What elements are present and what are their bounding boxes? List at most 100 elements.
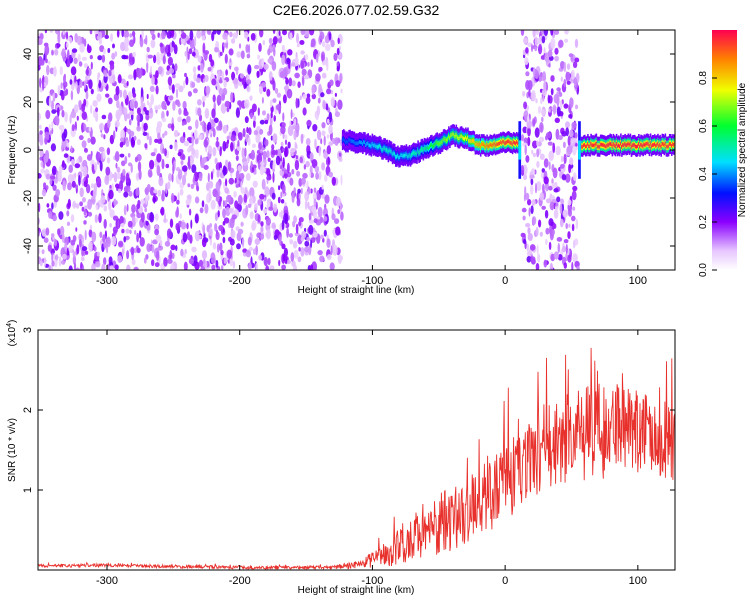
- spectrogram-noise-cell: [282, 112, 285, 122]
- spectrogram-noise-cell: [114, 151, 120, 162]
- spectrogram-signal-cell: [419, 150, 421, 154]
- spectrogram-signal-cell: [461, 135, 464, 140]
- spectrogram-signal-cell: [341, 138, 344, 142]
- spectrogram-noise-cell: [208, 180, 214, 189]
- spectrogram-noise-cell: [272, 172, 275, 183]
- spectrogram-noise-cell: [527, 233, 533, 241]
- spectrogram-noise-cell: [524, 186, 527, 197]
- spectrogram-noise-cell: [87, 198, 92, 210]
- spectrogram-noise-cell: [39, 130, 43, 135]
- spectrogram-noise-cell: [270, 135, 273, 141]
- spectrogram-noise-cell: [304, 246, 310, 253]
- spectrogram-noise-cell: [302, 93, 308, 100]
- spectrogram-noise-cell: [43, 154, 49, 163]
- spectrogram-signal-cell: [589, 144, 591, 149]
- spectrogram-noise-cell: [157, 32, 160, 38]
- spectrogram-noise-cell: [91, 263, 96, 270]
- spectrogram-noise-cell: [524, 57, 529, 66]
- spectrogram-signal-cell: [590, 142, 592, 146]
- spectrogram-noise-cell: [159, 42, 163, 48]
- spectrogram-noise-cell: [157, 132, 161, 140]
- spectrogram-noise-cell: [99, 231, 103, 239]
- spectrogram-noise-cell: [42, 79, 45, 91]
- spectrogram-noise-cell: [187, 183, 191, 188]
- spectrogram-noise-cell: [103, 257, 107, 266]
- spectrogram-noise-cell: [259, 119, 265, 125]
- spectrogram-noise-cell: [147, 100, 150, 106]
- spectrogram-noise-cell: [186, 115, 191, 123]
- spectrogram-noise-cell: [239, 101, 242, 110]
- spectrogram-noise-cell: [201, 237, 207, 248]
- spectrogram-noise-cell: [124, 37, 130, 48]
- spectrogram-noise-cell: [54, 49, 59, 56]
- spectrogram-noise-cell: [52, 184, 57, 191]
- spectrogram-noise-cell: [81, 206, 85, 212]
- spectrogram-noise-cell: [570, 137, 576, 147]
- spectrogram-noise-cell: [197, 99, 202, 106]
- spectrogram-noise-cell: [573, 172, 577, 182]
- spectrogram-noise-cell: [238, 43, 242, 49]
- spectrogram-noise-cell: [182, 165, 188, 172]
- spectrogram-noise-cell: [296, 170, 301, 177]
- spectrogram-noise-cell: [132, 51, 136, 58]
- spectrogram-noise-cell: [337, 37, 340, 44]
- spectrogram-noise-cell: [164, 148, 167, 157]
- spectrogram-noise-cell: [55, 30, 60, 35]
- spectrogram-noise-cell: [261, 82, 267, 88]
- spectrogram-noise-cell: [157, 66, 163, 75]
- spectrogram-noise-cell: [201, 157, 208, 163]
- spectrogram-noise-cell: [290, 252, 295, 262]
- spectrogram-noise-cell: [225, 69, 229, 76]
- spectrogram-noise-cell: [125, 172, 130, 184]
- spectrogram-noise-cell: [277, 196, 281, 204]
- spectrogram-noise-cell: [289, 32, 293, 41]
- spectrogram-signal-cell: [654, 142, 656, 146]
- spectrogram-noise-cell: [133, 35, 136, 44]
- spectrogram-noise-cell: [97, 73, 100, 84]
- spectrogram-noise-cell: [187, 147, 191, 153]
- spectrogram-noise-cell: [204, 203, 209, 214]
- spectrogram-noise-cell: [193, 72, 197, 82]
- spectrogram-noise-cell: [188, 258, 194, 265]
- spectrogram-noise-cell: [557, 253, 563, 261]
- spectrogram-noise-cell: [257, 54, 260, 60]
- spectrogram-signal-cell: [385, 148, 387, 152]
- spectrogram-noise-cell: [539, 231, 543, 237]
- spectrogram-noise-cell: [188, 48, 193, 55]
- spectrogram-noise-cell: [308, 206, 313, 211]
- spectrogram-noise-cell: [266, 229, 271, 240]
- spectrogram-noise-cell: [321, 162, 326, 171]
- spectrogram-noise-cell: [247, 64, 252, 75]
- spectrogram-noise-cell: [76, 35, 82, 46]
- spectrogram-noise-cell: [204, 108, 210, 119]
- spectrogram-noise-cell: [540, 55, 546, 60]
- spectrogram-noise-cell: [339, 46, 341, 51]
- spectrogram-noise-cell: [273, 47, 276, 57]
- spectrogram-noise-cell: [76, 244, 80, 255]
- spectrogram-noise-cell: [100, 195, 106, 204]
- spectrogram-noise-cell: [186, 222, 189, 230]
- spectrogram-noise-cell: [245, 249, 252, 258]
- spectrogram-noise-cell: [301, 230, 307, 239]
- spectrogram-noise-cell: [122, 168, 126, 176]
- spectrogram-noise-cell: [337, 254, 342, 265]
- spectrogram-signal-cell: [440, 140, 443, 144]
- spectrogram-signal-cell: [375, 144, 378, 149]
- spectrogram-noise-cell: [204, 74, 209, 82]
- spectrogram-noise-cell: [212, 168, 215, 174]
- spectrogram-noise-cell: [243, 193, 248, 203]
- spectrogram-noise-cell: [530, 184, 534, 195]
- spectrogram-noise-cell: [206, 30, 211, 35]
- spectrogram-signal-cell: [474, 142, 477, 147]
- spectrogram-noise-cell: [111, 52, 116, 60]
- spectrogram-noise-cell: [133, 100, 138, 109]
- spectrogram-noise-cell: [271, 61, 277, 71]
- spectrogram-signal-cell: [470, 139, 472, 144]
- spectrogram-noise-cell: [287, 49, 293, 56]
- spectrogram-signal-cell: [408, 153, 411, 157]
- spectrogram-noise-cell: [287, 125, 294, 137]
- spectrogram-noise-cell: [531, 168, 536, 176]
- spectrogram-signal-cell: [448, 134, 450, 139]
- spectrogram-noise-cell: [328, 124, 333, 135]
- spectrogram-noise-cell: [245, 172, 251, 181]
